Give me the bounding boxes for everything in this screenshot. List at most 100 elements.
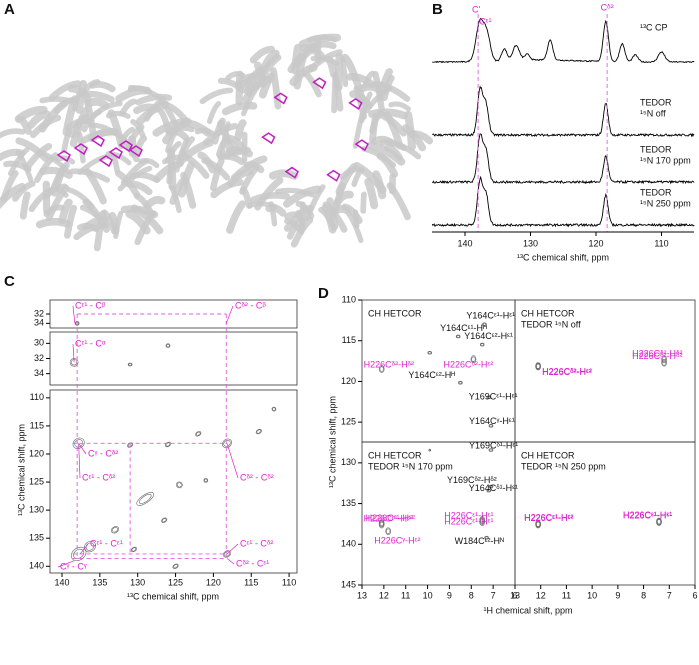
helix [45,184,70,222]
helix [0,128,26,139]
helix [224,134,246,150]
helix [284,218,302,233]
helix [134,210,157,246]
contour [489,424,493,428]
x-tick-label: 10 [423,590,433,600]
helix [361,146,397,168]
contour [484,535,489,540]
contour [662,356,667,362]
helix [243,75,272,95]
x-tick-label: 120 [206,577,221,587]
helix [364,177,379,210]
y-axis-label: ¹³C chemical shift, ppm [327,396,337,488]
helix [176,139,214,166]
x-tick-label: 12 [379,590,389,600]
annotation: H226Cᵋ¹-Hᵋ¹ [623,510,672,520]
y-axis-label: ¹³C chemical shift, ppm [16,424,26,516]
spectrum [432,85,695,138]
contour [85,542,95,551]
panel-label: D [318,285,329,302]
contour [386,528,391,535]
annotation: Cᵞ - Cᵞ [60,561,87,571]
trace-label: TEDOR [640,187,672,197]
leader [226,543,239,555]
x-tick-label: 11 [562,590,571,600]
contour [378,520,385,529]
contour [656,519,662,525]
x-tick-label: 6 [692,590,697,600]
helix [201,157,231,181]
y-tick-label: 30 [34,338,44,348]
annotation: H226Cᵟ²-Hᵋ² [443,360,493,370]
helix [274,187,315,198]
subpanel-title: TEDOR ¹⁵N 170 ppm [368,461,453,471]
contour [479,342,485,347]
helix [63,204,78,239]
contour [222,438,233,448]
contour [196,431,201,436]
helix [402,124,427,152]
sidechain [108,147,123,160]
plot-frame [514,441,696,586]
leader [72,343,75,363]
panel-label: B [432,1,443,18]
x-axis-label: ¹³C chemical shift, ppm [517,252,609,262]
contour [172,563,179,569]
contour [165,442,171,447]
helix [299,44,325,60]
helix [28,188,53,213]
y-tick-label: 120 [341,376,356,386]
helix [180,171,197,209]
contour [479,518,486,526]
helix [35,217,72,229]
helix [249,45,275,64]
annotation: H226Cᵞ-Hᵋ² [374,536,420,546]
annotation: Cᵋ¹ - Cᵟ² [82,472,115,482]
leader [72,305,76,324]
spectrum [431,175,695,228]
subpanel-title: CH HETCOR [521,308,575,318]
contour [223,439,231,447]
leader [57,560,75,568]
x-tick-label: 115 [244,577,258,587]
x-tick-label: 135 [92,577,107,587]
leader [226,443,239,479]
plot-frame [49,389,298,574]
contour [428,449,431,452]
contour [489,485,493,488]
x-axis-label: ¹H chemical shift, ppm [483,605,572,615]
annotation: H226Cᵋ¹-Hᵋ² [524,512,573,522]
contour [379,521,384,528]
helix [119,98,137,117]
helix [359,91,373,124]
contour [479,516,486,524]
helix [29,114,62,139]
contour [136,491,155,506]
helix [129,172,160,184]
helix [83,167,107,205]
sidechain [90,135,105,148]
subpanel-title: TEDOR ¹⁵N off [521,319,581,329]
contour [458,381,463,385]
contour [379,366,384,372]
helix [234,119,247,141]
helix [388,101,411,112]
sidechain [348,97,363,110]
helix [120,158,149,186]
contour [127,443,133,447]
spectrum [432,17,695,64]
helix [55,155,76,165]
contour [480,519,485,525]
y-tick-label: 34 [34,368,44,378]
contour [482,322,487,326]
helix [258,53,280,78]
x-tick-label: 130 [523,238,538,248]
helix [135,93,173,106]
y-tick-label: 130 [29,505,44,515]
helix [76,222,100,233]
spectrum [432,133,695,185]
sidechain [98,155,113,168]
helix [113,210,124,240]
subpanel-title: CH HETCOR [521,450,575,460]
